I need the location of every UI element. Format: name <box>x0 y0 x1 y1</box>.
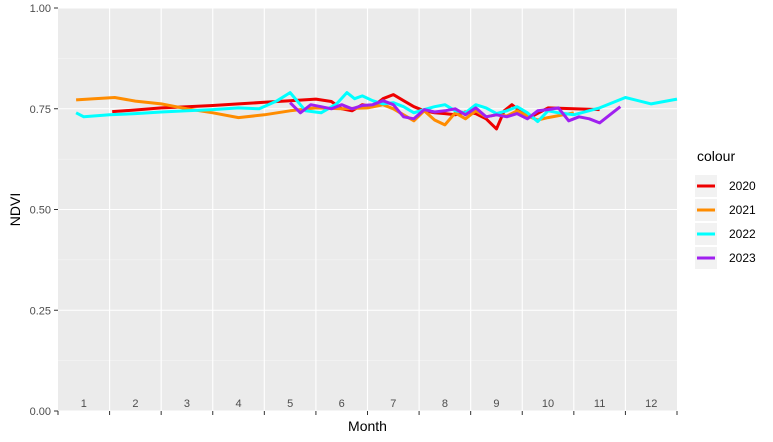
x-tick-label: 5 <box>287 398 293 410</box>
x-tick-label: 8 <box>442 398 448 410</box>
x-tick-label: 2 <box>132 398 138 410</box>
y-axis: 0.00 0.25 0.50 0.75 1.00 <box>30 3 58 418</box>
series-line-2022 <box>75 91 678 124</box>
y-axis-title: NDVI <box>7 193 23 226</box>
y-tick-label: 0.50 <box>30 205 51 217</box>
series-line-2020 <box>112 93 600 131</box>
y-tick-label: 0.75 <box>30 104 51 116</box>
y-tick-label: 1.00 <box>30 3 51 15</box>
series-lines <box>75 91 678 131</box>
x-tick-label: 6 <box>339 398 345 410</box>
legend: colour 2020 2021 2022 2023 <box>695 148 756 269</box>
x-axis: 1 2 3 4 5 6 7 8 9 10 11 12 <box>57 398 678 415</box>
x-axis-title: Month <box>348 418 387 434</box>
x-tick-label: 12 <box>645 398 657 410</box>
x-tick-label: 10 <box>542 398 554 410</box>
x-tick-label: 11 <box>594 398 605 410</box>
x-tick-label: 4 <box>235 398 241 410</box>
y-tick-label: 0.25 <box>30 305 51 317</box>
legend-label-2021: 2021 <box>729 203 756 217</box>
x-tick-label: 7 <box>390 398 396 410</box>
x-tick-label: 1 <box>81 398 87 410</box>
legend-title: colour <box>697 148 735 164</box>
x-tick-label: 9 <box>493 398 499 410</box>
legend-label-2020: 2020 <box>729 179 756 193</box>
y-tick-label: 0.00 <box>30 406 51 418</box>
series-line-2023 <box>289 99 622 125</box>
legend-label-2023: 2023 <box>729 251 756 265</box>
x-tick-label: 3 <box>184 398 190 410</box>
legend-label-2022: 2022 <box>729 227 756 241</box>
